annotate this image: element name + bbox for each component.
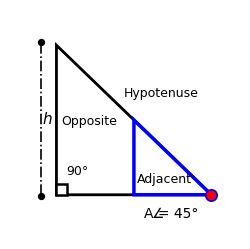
Point [210,193,214,197]
Text: Opposite: Opposite [62,115,117,128]
Text: Hypotenuse: Hypotenuse [124,87,198,100]
Text: A = 45°: A = 45° [144,207,198,221]
Text: Adjacent: Adjacent [136,173,192,186]
Text: ∠: ∠ [152,207,164,221]
Text: 90°: 90° [66,165,89,178]
Point [39,40,43,44]
Point [39,194,43,198]
Point [210,193,214,197]
Bar [56,184,67,195]
Text: h: h [43,112,52,126]
